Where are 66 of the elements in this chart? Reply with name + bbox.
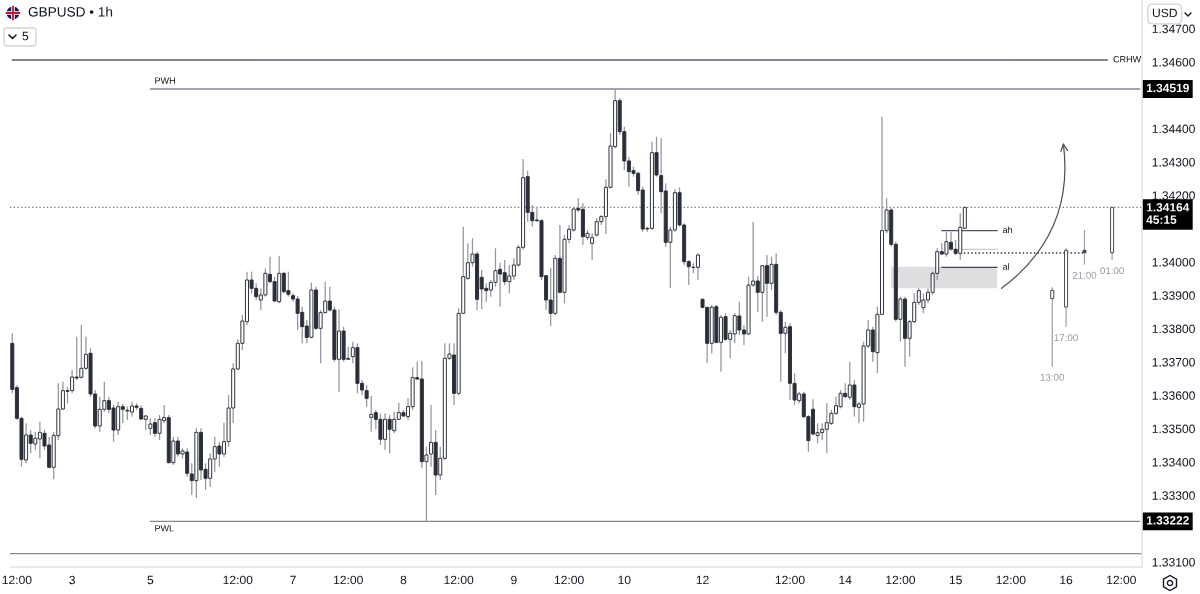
series-label: ah — [1002, 226, 1013, 234]
x-tick-label: 9 — [511, 575, 517, 585]
candlestick — [695, 252, 700, 281]
text: 13:00 — [1040, 373, 1065, 381]
x-tick-label: 8 — [400, 575, 407, 585]
text: 21:00 — [1072, 271, 1097, 279]
y-axis-title: USD — [1152, 8, 1177, 18]
annotation: 5 — [22, 31, 29, 41]
y-tick-label: 1.34600 — [1152, 57, 1195, 67]
x-tick-label: 15 — [949, 575, 962, 585]
x-tick-label: 12 — [696, 575, 709, 585]
data-label: 1.34519 — [1146, 83, 1189, 93]
text: 17:00 — [1054, 334, 1078, 342]
y-tick-label: 1.34200 — [1152, 191, 1195, 200]
x-tick-label: 3 — [69, 575, 75, 585]
series-label: al — [1002, 263, 1010, 270]
x-tick-label: 12:00 — [223, 575, 253, 585]
candlestick — [1082, 229, 1087, 266]
x-tick-label: 12:00 — [334, 575, 363, 585]
x-tick-label: 16 — [1060, 575, 1073, 585]
series-label: PWL — [155, 525, 174, 532]
series-label: PWH — [155, 77, 175, 84]
x-tick-label: 12:00 — [996, 575, 1026, 585]
y-tick-label: 1.33300 — [1152, 491, 1195, 500]
series-label: CRHW — [1113, 56, 1142, 63]
candlestick — [944, 231, 949, 258]
y-tick-label: 1.33500 — [1152, 424, 1195, 434]
candlestick — [33, 431, 38, 451]
y-tick-label: 1.33700 — [1152, 357, 1195, 367]
candlestick — [369, 395, 374, 433]
y-tick-label: 1.34400 — [1152, 124, 1195, 134]
candlestick — [217, 441, 222, 468]
y-tick-label: 1.33800 — [1152, 324, 1195, 334]
y-tick-label: 1.33600 — [1152, 391, 1195, 400]
x-tick-label: 5 — [147, 575, 154, 585]
chart-title: GBPUSD • 1h — [28, 6, 113, 17]
candlestick — [286, 271, 291, 298]
candlestick — [1050, 286, 1055, 368]
candlestick — [378, 412, 383, 446]
candlestick — [364, 384, 369, 408]
x-tick-label: 12:00 — [554, 575, 584, 585]
x-tick-label: 12:00 — [775, 575, 805, 585]
y-tick-label: 1.34700 — [1152, 24, 1195, 34]
candlestick — [387, 414, 392, 454]
text: 01:00 — [1100, 267, 1124, 275]
y-tick-label: 1.33900 — [1152, 291, 1195, 300]
x-tick-label: 12:00 — [886, 575, 916, 585]
candlestick — [79, 324, 84, 379]
x-tick-label: 7 — [290, 575, 296, 585]
data-label: 1.33222 — [1146, 516, 1189, 525]
y-tick-label: 1.34000 — [1152, 257, 1195, 267]
candlestick — [594, 217, 599, 238]
x-tick-label: 12:00 — [444, 575, 474, 585]
x-tick-label: 14 — [839, 575, 852, 585]
ref-line-label: 1.34164 45:15 — [1146, 203, 1190, 224]
candlestick — [507, 264, 512, 294]
x-tick-label: 12:00 — [2, 575, 32, 585]
candlestick — [921, 292, 926, 314]
candlestick — [157, 414, 162, 441]
y-tick-label: 1.33400 — [1152, 457, 1195, 467]
x-tick-label: 10 — [618, 575, 631, 585]
y-tick-label: 1.33100 — [1152, 557, 1195, 567]
y-tick-label: 1.34300 — [1152, 157, 1195, 167]
x-tick-label: 12:00 — [1107, 575, 1136, 585]
candlestick — [502, 259, 507, 286]
candlestick — [295, 295, 300, 331]
